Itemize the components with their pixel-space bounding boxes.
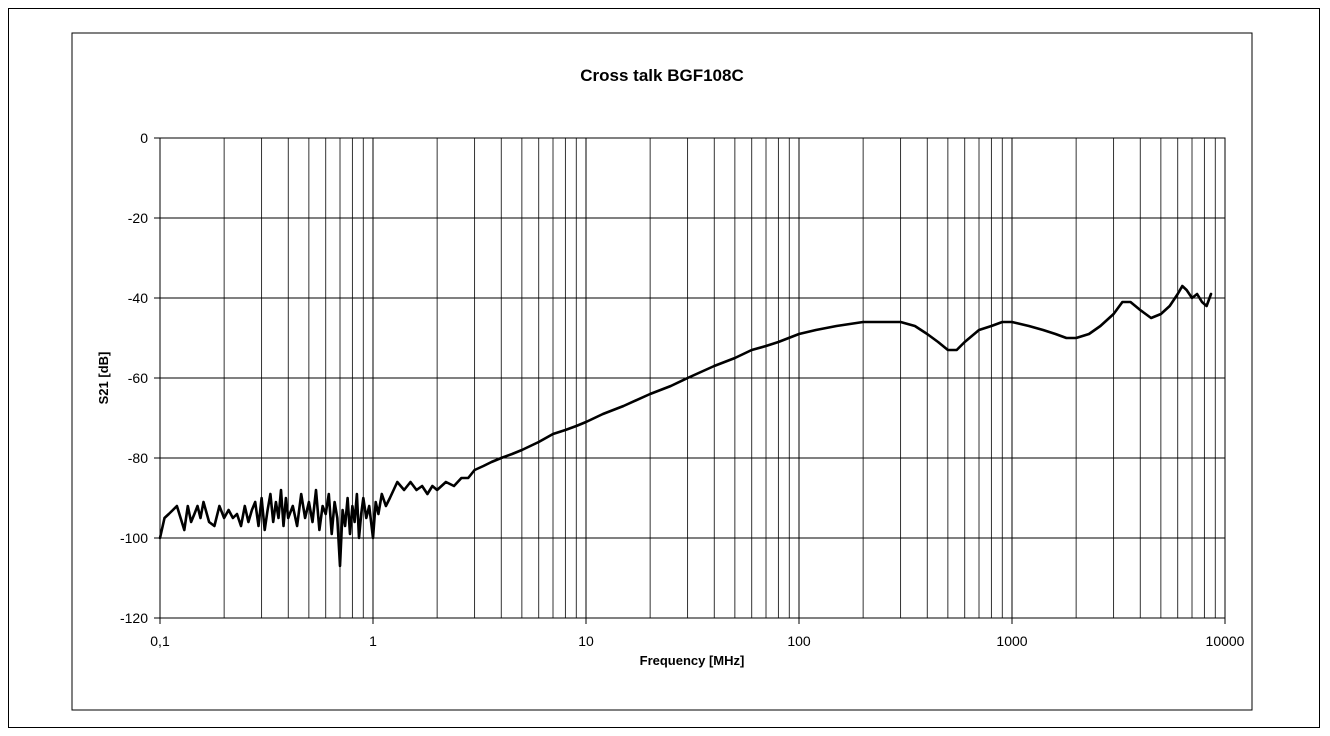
series-line [158, 284, 1213, 568]
x-tick-label: 1000 [996, 633, 1027, 649]
chart-area-border [71, 32, 1253, 711]
x-tick-label: 0,1 [150, 633, 170, 649]
y-tick-labels: 0 -20 -40 -60 -80 -100 -120 [120, 130, 148, 626]
y-tick-label: -60 [128, 370, 148, 386]
y-tick-label: -20 [128, 210, 148, 226]
x-tick-labels: 0,1 1 10 100 1000 10000 [150, 633, 1244, 649]
series-layer [158, 284, 1213, 568]
y-tick-label: -80 [128, 450, 148, 466]
figure-frame [8, 8, 1320, 728]
y-tick-label: -40 [128, 290, 148, 306]
x-tick-label: 10 [578, 633, 594, 649]
y-axis-title: S21 [dB] [96, 352, 111, 405]
x-major-gridlines [159, 138, 1226, 624]
x-axis-title: Frequency [MHz] [640, 653, 745, 668]
y-tick-label: 0 [140, 130, 148, 146]
chart-title: Cross talk BGF108C [580, 66, 743, 85]
x-tick-label: 10000 [1206, 633, 1245, 649]
y-tick-label: -120 [120, 610, 148, 626]
x-tick-label: 1 [369, 633, 377, 649]
y-tick-label: -100 [120, 530, 148, 546]
x-tick-label: 100 [787, 633, 811, 649]
